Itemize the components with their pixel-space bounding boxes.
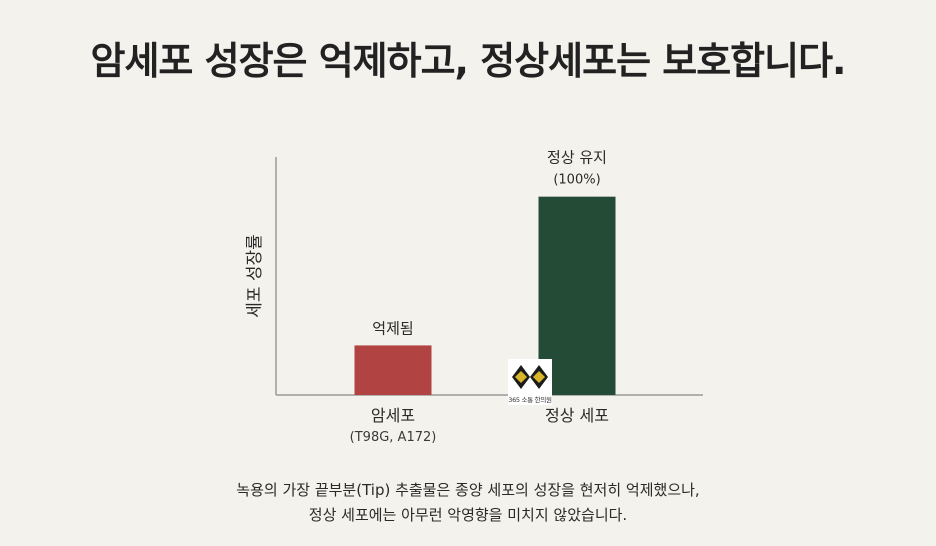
caption-line-1: 녹용의 가장 끝부분(Tip) 추출물은 종양 세포의 성장을 현저히 억제했으… — [236, 481, 700, 499]
bar-1 — [354, 345, 432, 395]
page-title: 암세포 성장은 억제하고, 정상세포는 보호합니다. — [90, 39, 847, 83]
bar-sublabel-2: (100%) — [553, 173, 600, 188]
caption: 녹용의 가장 끝부분(Tip) 추출물은 종양 세포의 성장을 현저히 억제했으… — [0, 478, 936, 528]
chart-axes: 세포 성장률 — [245, 157, 703, 396]
bar-label-2: 정상 유지 — [547, 149, 607, 167]
watermark-text: 365 소통 한의원 — [508, 396, 552, 404]
watermark-logo: 365 소통 한의원 — [508, 359, 552, 405]
category-label-2: 정상 세포 — [545, 406, 609, 425]
category-label-1: 암세포 — [371, 406, 415, 425]
caption-line-2: 정상 세포에는 아무런 악영향을 미치지 않았습니다. — [308, 506, 628, 524]
category-sublabel-1: (T98G, A172) — [350, 430, 437, 445]
bar-label-1: 억제됨 — [372, 319, 413, 337]
logo-icon — [512, 365, 548, 389]
chart-bars — [354, 196, 616, 395]
y-axis-label: 세포 성장률 — [245, 234, 265, 318]
